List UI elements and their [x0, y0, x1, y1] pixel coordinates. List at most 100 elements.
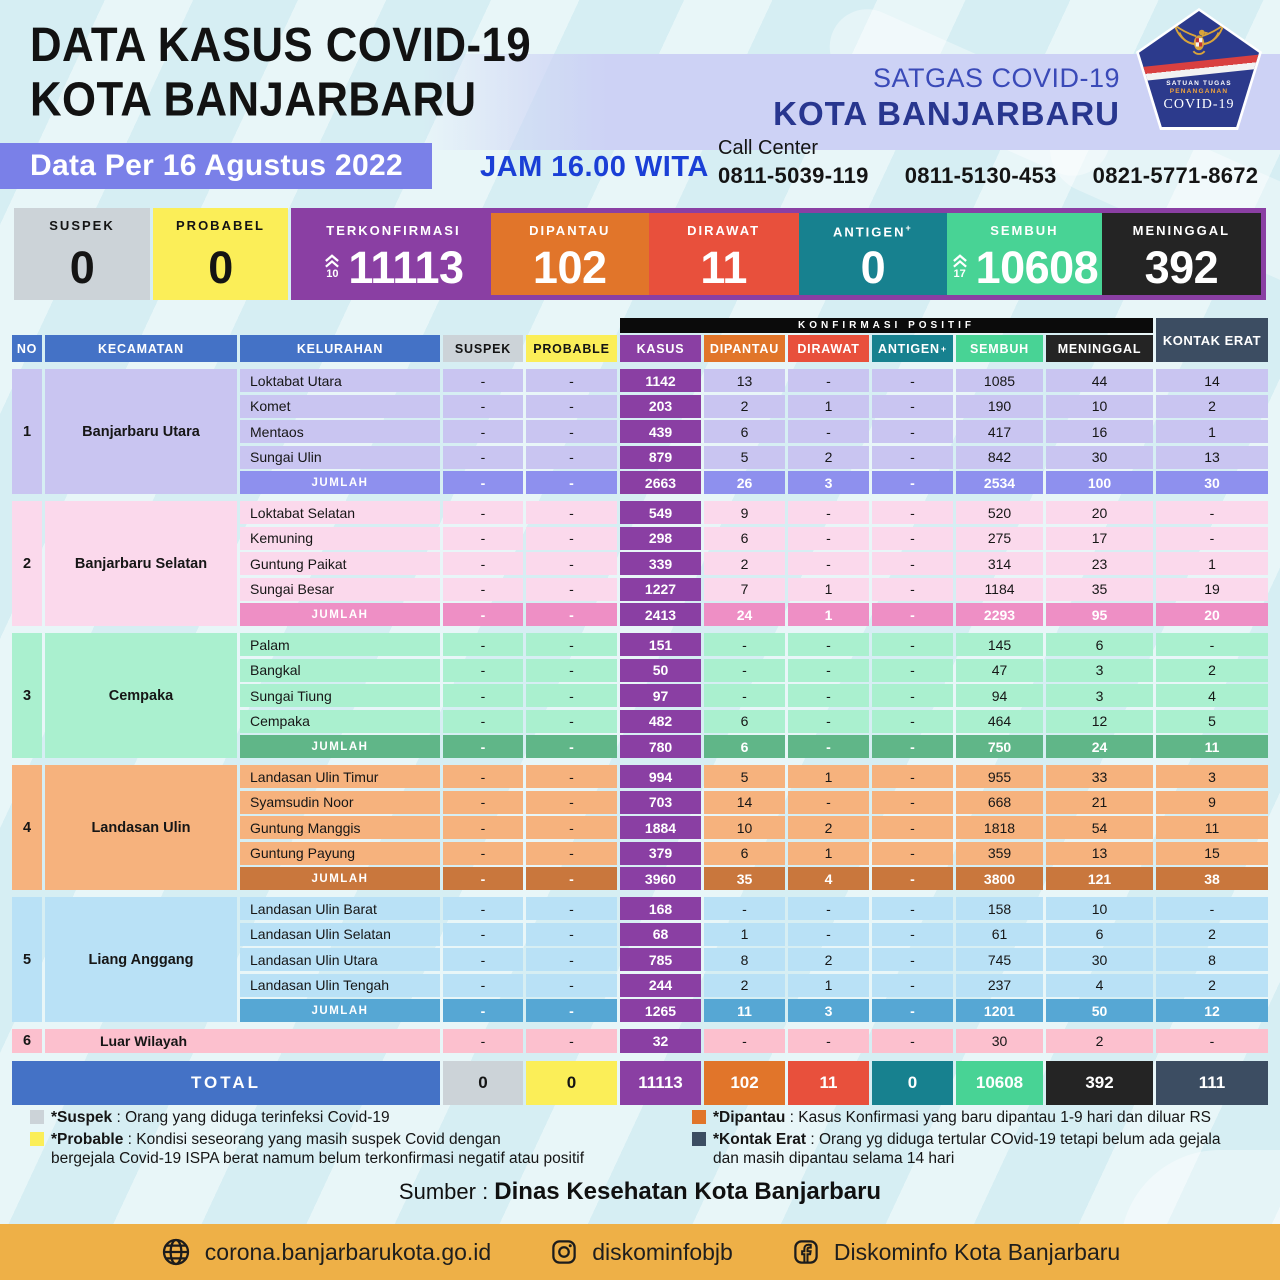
stat-card-meninggal: MENINGGAL 392 — [1101, 213, 1261, 295]
table-cell: 275 — [956, 526, 1043, 550]
table-cell: - — [788, 369, 869, 392]
footer-link-text: diskominfobjb — [592, 1238, 733, 1265]
table-cell: 203 — [620, 394, 701, 418]
time-label: JAM 16.00 WITA — [480, 151, 709, 183]
table-cell: 30 — [1046, 445, 1153, 469]
data-table: KONFIRMASI POSITIF NO KECAMATAN KELURAHA… — [12, 318, 1268, 1105]
table-cell: - — [443, 765, 523, 788]
jumlah-value-cell: 24 — [704, 603, 785, 626]
confirmed-cards-frame: TERKONFIRMASI 10 11113 DIPANTAU 102 DIRAWAT 11… — [291, 208, 1266, 300]
table-cell: 4 — [1046, 973, 1153, 997]
stat-card-label: SUSPEK — [49, 218, 115, 233]
jumlah-value-cell: 6 — [704, 735, 785, 758]
table-cell: - — [788, 633, 869, 656]
table-cell: - — [872, 709, 953, 733]
table-cell: 168 — [620, 897, 701, 920]
table-cell: 8 — [704, 948, 785, 971]
jumlah-value-cell: 1 — [788, 603, 869, 626]
table-cell: - — [872, 897, 953, 920]
kecamatan-cell: Cempaka — [45, 633, 237, 758]
table-cell: - — [443, 922, 523, 946]
source-name: Dinas Kesehatan Kota Banjarbaru — [494, 1178, 882, 1205]
col-header-suspek: SUSPEK — [443, 335, 523, 362]
total-value-cell: 10608 — [956, 1061, 1043, 1105]
table-cell: - — [443, 1029, 523, 1053]
jumlah-value-cell: 50 — [1046, 999, 1153, 1022]
table-cell: 668 — [956, 790, 1043, 814]
table-cell: 5 — [704, 765, 785, 788]
kecamatan-cell: Liang Anggang — [45, 897, 237, 1022]
jumlah-value-cell: 4 — [788, 867, 869, 890]
jumlah-value-cell: 3800 — [956, 867, 1043, 890]
footnote: *Kontak Erat : Orang yg diduga tertular … — [692, 1130, 1270, 1168]
antigen-label: ANTIGEN — [878, 341, 940, 356]
kecamatan-section: 1 Banjarbaru Utara Loktabat Utara - -1142 13-… — [12, 369, 1268, 494]
total-label-cell: TOTAL — [12, 1061, 440, 1105]
jumlah-label-cell: JUMLAH — [240, 603, 440, 626]
table-cell: - — [526, 841, 617, 865]
kelurahan-cell: Loktabat Selatan — [240, 501, 440, 524]
footer-link-globe[interactable]: corona.banjarbarukota.go.id — [160, 1236, 491, 1268]
col-header-kontak-erat: KONTAK ERAT — [1156, 318, 1268, 362]
stat-card-value: 0 — [208, 241, 233, 293]
footer-link-facebook[interactable]: Diskominfo Kota Banjarbaru — [791, 1237, 1120, 1267]
table-cell: 2 — [704, 552, 785, 575]
table-cell: - — [526, 658, 617, 682]
page-title: DATA KASUS COVID-19 KOTA BANJARBARU — [30, 16, 532, 127]
table-cell: 6 — [704, 526, 785, 550]
globe-icon — [162, 1238, 189, 1266]
table-cell: 879 — [620, 445, 701, 469]
footnote-text: *Suspek : Orang yang diduga terinfeksi C… — [51, 1109, 390, 1126]
jumlah-value-cell: 2663 — [620, 471, 701, 494]
jumlah-value-cell: 3960 — [620, 867, 701, 890]
table-cell: 44 — [1046, 369, 1153, 392]
table-cell: 190 — [956, 394, 1043, 418]
jumlah-value-cell: - — [526, 471, 617, 494]
jumlah-value-cell: 2534 — [956, 471, 1043, 494]
table-cell: 359 — [956, 841, 1043, 865]
table-cell: 9 — [1156, 790, 1268, 814]
footer-bar: corona.banjarbarukota.go.id diskominfobjb… — [0, 1224, 1280, 1280]
table-cell: - — [788, 709, 869, 733]
legend-swatch — [30, 1132, 44, 1146]
table-cell: - — [788, 1029, 869, 1053]
table-cell: - — [872, 369, 953, 392]
kelurahan-cell: Guntung Paikat — [240, 552, 440, 575]
footnote: *Suspek : Orang yang diduga terinfeksi C… — [30, 1108, 678, 1127]
table-cell: 439 — [620, 420, 701, 443]
col-header-sembuh: SEMBUH — [956, 335, 1043, 362]
org-name-line2: KOTA BANJARBARU — [773, 95, 1120, 132]
table-cell: 30 — [956, 1029, 1043, 1053]
table-cell: 7 — [704, 577, 785, 601]
stat-card-label: DIRAWAT — [687, 223, 761, 238]
table-cell: - — [872, 633, 953, 656]
kecamatan-section: 5 Liang Anggang Landasan Ulin Barat - -168- -… — [12, 897, 1268, 1022]
footnotes-right: *Dipantau : Kasus Konfirmasi yang baru d… — [692, 1108, 1270, 1171]
table-cell: - — [872, 922, 953, 946]
footnote: *Dipantau : Kasus Konfirmasi yang baru d… — [692, 1108, 1270, 1127]
table-cell: 549 — [620, 501, 701, 524]
table-cell: 745 — [956, 948, 1043, 971]
table-cell: - — [443, 633, 523, 656]
table-cell: 50 — [620, 658, 701, 682]
stat-card-value: 102 — [532, 241, 607, 293]
table-cell: - — [443, 577, 523, 601]
table-cell: 19 — [1156, 577, 1268, 601]
table-cell: - — [443, 841, 523, 865]
table-cell: 9 — [704, 501, 785, 524]
footer-link-instagram[interactable]: diskominfobjb — [549, 1237, 733, 1267]
facebook-icon — [794, 1240, 818, 1264]
legend-swatch — [30, 1110, 44, 1124]
logo-text-covid: COVID-19 — [1163, 97, 1235, 112]
table-cell: 1 — [788, 577, 869, 601]
table-cell: 1 — [788, 973, 869, 997]
stat-card-suspek: SUSPEK 0 — [14, 208, 150, 300]
kecamatan-section: 4 Landasan Ulin Landasan Ulin Timur - -994 5 1… — [12, 765, 1268, 890]
table-cell: - — [443, 948, 523, 971]
stat-card-value: 0 — [860, 242, 886, 294]
table-cell: - — [872, 948, 953, 971]
table-cell: 2 — [704, 973, 785, 997]
page-title-line1: DATA KASUS COVID-19 — [30, 16, 532, 72]
table-cell: - — [526, 552, 617, 575]
table-cell: - — [526, 790, 617, 814]
